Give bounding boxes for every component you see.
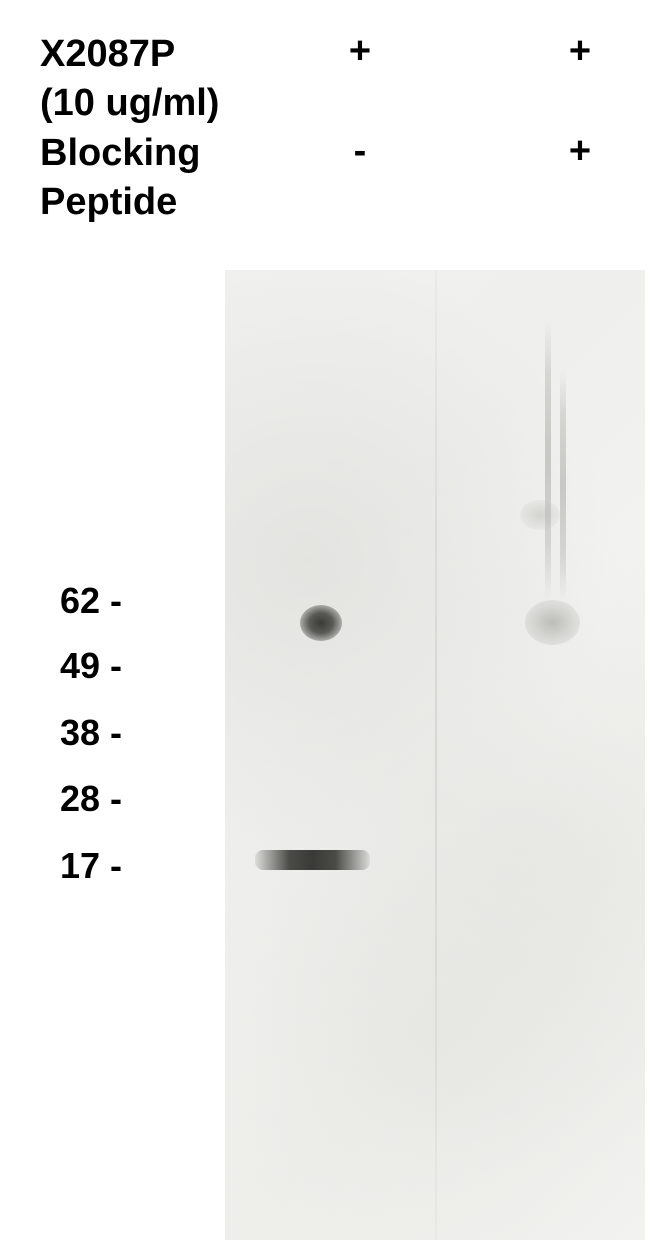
antibody-label: X2087P (40, 30, 219, 79)
mw-marker-62: 62 - (60, 580, 122, 622)
streak-1 (545, 320, 551, 600)
streak-2 (560, 370, 566, 600)
concentration-label: (10 ug/ml) (40, 79, 219, 128)
header-section: X2087P (10 ug/ml) Blocking Peptide (40, 30, 219, 228)
band-lane1-17kda (255, 850, 370, 870)
lane2-blocking-symbol: + (560, 130, 600, 173)
lane1-blocking-symbol: - (340, 130, 380, 173)
blocking-label-line2: Peptide (40, 178, 219, 227)
lane1-antibody-symbol: + (340, 30, 380, 73)
lane-divider (435, 270, 437, 1240)
blocking-label-line1: Blocking (40, 129, 219, 178)
mw-marker-38: 38 - (60, 712, 122, 754)
mw-marker-28: 28 - (60, 778, 122, 820)
lane2-antibody-symbol: + (560, 30, 600, 73)
band-lane2-upper-faint (520, 500, 560, 530)
band-lane2-55kda-faint (525, 600, 580, 645)
mw-marker-17: 17 - (60, 845, 122, 887)
blot-membrane (225, 270, 645, 1240)
mw-marker-49: 49 - (60, 645, 122, 687)
band-lane1-55kda (300, 605, 342, 641)
